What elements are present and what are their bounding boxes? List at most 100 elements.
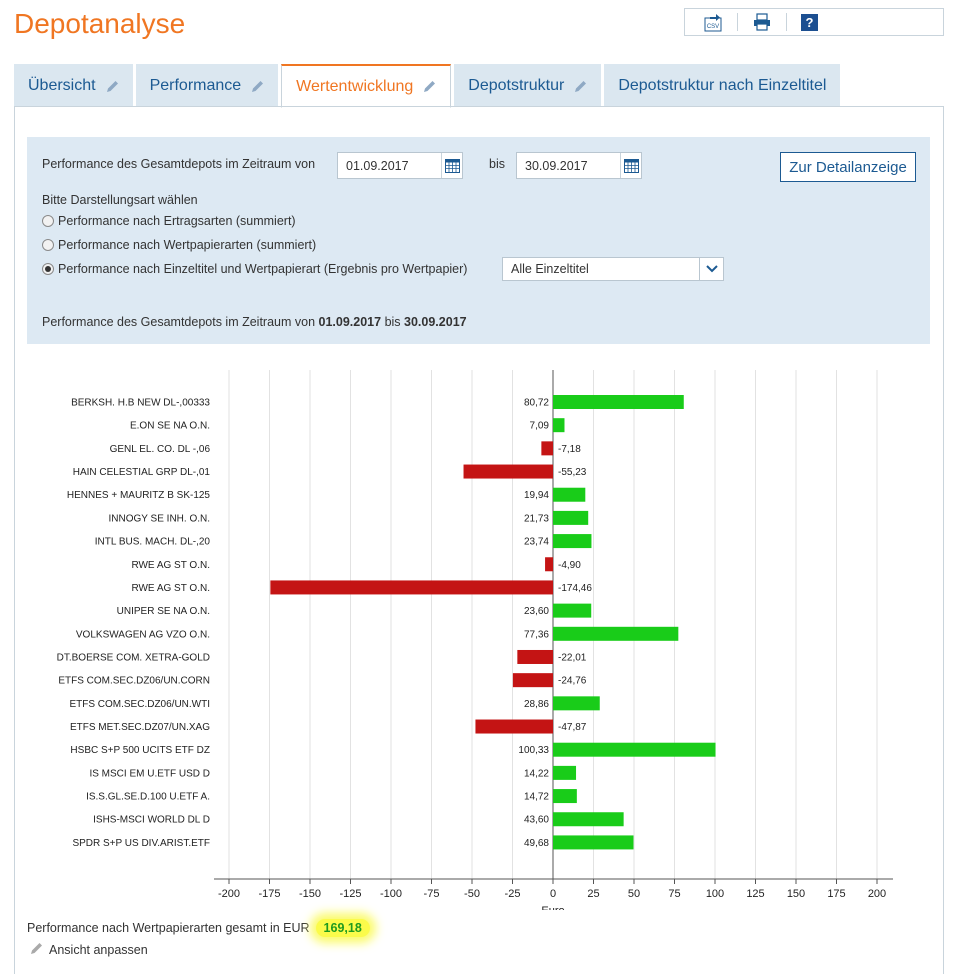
radio-wertpapierarten[interactable]: Performance nach Wertpapierarten (summie… bbox=[42, 238, 316, 252]
summary-from: 01.09.2017 bbox=[318, 315, 382, 329]
tab-label: Performance bbox=[149, 77, 242, 94]
total-label: Performance nach Wertpapierarten gesamt … bbox=[27, 921, 310, 935]
bar bbox=[553, 603, 592, 618]
value-label: -24,76 bbox=[558, 676, 587, 687]
category-label: ETFS COM.SEC.DZ06/UN.CORN bbox=[58, 676, 210, 687]
pencil-icon bbox=[30, 942, 43, 958]
value-label: -4,90 bbox=[558, 560, 581, 571]
pencil-icon[interactable] bbox=[106, 80, 119, 93]
x-tick-label: 125 bbox=[746, 888, 764, 900]
category-label: HSBC S+P 500 UCITS ETF DZ bbox=[70, 745, 210, 756]
category-label: RWE AG ST O.N. bbox=[131, 583, 210, 594]
printer-icon[interactable] bbox=[752, 12, 772, 32]
bar bbox=[512, 673, 553, 688]
value-label: -55,23 bbox=[558, 467, 587, 478]
category-label: INNOGY SE INH. O.N. bbox=[109, 513, 211, 524]
calendar-icon[interactable] bbox=[441, 153, 462, 178]
bar bbox=[553, 534, 592, 549]
category-label: IS.S.GL.SE.D.100 U.ETF A. bbox=[86, 792, 210, 803]
value-label: -22,01 bbox=[558, 652, 587, 663]
category-label: SPDR S+P US DIV.ARIST.ETF bbox=[72, 838, 210, 849]
value-label: 77,36 bbox=[524, 629, 549, 640]
tab-depotstruktur[interactable]: Depotstruktur bbox=[454, 64, 602, 107]
category-label: E.ON SE NA O.N. bbox=[130, 421, 210, 432]
value-label: -47,87 bbox=[558, 722, 587, 733]
calendar-icon[interactable] bbox=[620, 153, 641, 178]
radio-label: Performance nach Ertragsarten (summiert) bbox=[58, 214, 296, 228]
mode-label: Bitte Darstellungsart wählen bbox=[42, 193, 198, 207]
category-label: RWE AG ST O.N. bbox=[131, 560, 210, 571]
summary-mid: bis bbox=[384, 315, 401, 329]
toolbar: CSV ? bbox=[684, 8, 944, 36]
value-label: 7,09 bbox=[530, 421, 550, 432]
radio-button[interactable] bbox=[42, 239, 54, 251]
radio-button-selected[interactable] bbox=[42, 263, 54, 275]
help-button[interactable]: ? bbox=[801, 13, 818, 31]
pencil-icon[interactable] bbox=[251, 80, 264, 93]
pencil-icon[interactable] bbox=[574, 80, 587, 93]
bar bbox=[475, 719, 553, 734]
period-summary: Performance des Gesamtdepots im Zeitraum… bbox=[42, 315, 467, 329]
einzeltitel-select[interactable]: Alle Einzeltitel bbox=[502, 257, 724, 281]
bar bbox=[541, 441, 553, 456]
tab-depotstruktur-einzeltitel[interactable]: Depotstruktur nach Einzeltitel bbox=[604, 64, 841, 107]
bar bbox=[463, 464, 553, 479]
x-tick-label: -25 bbox=[505, 888, 521, 900]
bar bbox=[553, 742, 716, 757]
chevron-down-icon[interactable] bbox=[699, 258, 723, 280]
bar bbox=[545, 557, 553, 572]
tab-uebersicht[interactable]: Übersicht bbox=[14, 64, 133, 107]
summary-prefix: Performance des Gesamtdepots im Zeitraum… bbox=[42, 315, 316, 329]
tab-wertentwicklung[interactable]: Wertentwicklung bbox=[281, 64, 452, 108]
select-value: Alle Einzeltitel bbox=[511, 262, 589, 276]
performance-bar-chart: -200 -175 -150 -125 -100 -75 -50 -25 0 25 50 75 100 1… bbox=[57, 370, 893, 910]
adjust-view-link[interactable]: Ansicht anpassen bbox=[30, 942, 148, 958]
radio-einzeltitel[interactable]: Performance nach Einzeltitel und Wertpap… bbox=[42, 262, 467, 276]
pencil-icon[interactable] bbox=[423, 80, 436, 93]
toolbar-divider bbox=[737, 13, 738, 31]
summary-to: 30.09.2017 bbox=[404, 315, 467, 329]
value-label: 21,73 bbox=[524, 513, 549, 524]
content-panel bbox=[14, 106, 944, 974]
value-label: 23,60 bbox=[524, 606, 549, 617]
tab-label: Depotstruktur bbox=[468, 77, 565, 94]
date-to-value: 30.09.2017 bbox=[525, 158, 588, 173]
category-label: BERKSH. H.B NEW DL-,00333 bbox=[71, 398, 210, 409]
filter-box bbox=[27, 137, 930, 344]
x-axis-title: Euro bbox=[541, 905, 564, 910]
category-label: ETFS COM.SEC.DZ06/UN.WTI bbox=[69, 699, 210, 710]
value-label: 28,86 bbox=[524, 699, 549, 710]
value-label: 19,94 bbox=[524, 490, 549, 501]
radio-button[interactable] bbox=[42, 215, 54, 227]
tab-performance[interactable]: Performance bbox=[135, 64, 279, 107]
x-tick-label: 50 bbox=[628, 888, 640, 900]
category-label: HAIN CELESTIAL GRP DL-,01 bbox=[73, 467, 211, 478]
x-tick-label: 200 bbox=[868, 888, 886, 900]
csv-export-icon[interactable]: CSV bbox=[703, 12, 723, 32]
toolbar-divider bbox=[786, 13, 787, 31]
bar bbox=[553, 626, 679, 641]
value-label: 100,33 bbox=[518, 745, 549, 756]
date-to-input[interactable]: 30.09.2017 bbox=[516, 152, 642, 179]
category-label: IS MSCI EM U.ETF USD D bbox=[89, 768, 210, 779]
bar bbox=[553, 510, 589, 525]
bar bbox=[270, 580, 553, 595]
value-label: 14,72 bbox=[524, 792, 549, 803]
radio-label: Performance nach Einzeltitel und Wertpap… bbox=[58, 262, 468, 276]
x-tick-label: -200 bbox=[218, 888, 240, 900]
x-tick-label: -100 bbox=[380, 888, 402, 900]
value-label: 23,74 bbox=[524, 537, 549, 548]
bar bbox=[517, 649, 553, 664]
value-label: 49,68 bbox=[524, 838, 549, 849]
bar bbox=[553, 765, 577, 780]
value-label: 80,72 bbox=[524, 398, 549, 409]
x-tick-label: 100 bbox=[706, 888, 724, 900]
detail-view-button[interactable]: Zur Detailanzeige bbox=[780, 152, 916, 182]
date-from-input[interactable]: 01.09.2017 bbox=[337, 152, 463, 179]
x-tick-label: 0 bbox=[550, 888, 556, 900]
date-from-value: 01.09.2017 bbox=[346, 158, 409, 173]
bar bbox=[553, 418, 565, 433]
radio-ertragsarten[interactable]: Performance nach Ertragsarten (summiert) bbox=[42, 214, 296, 228]
svg-text:CSV: CSV bbox=[707, 24, 719, 30]
x-tick-label: 150 bbox=[787, 888, 805, 900]
